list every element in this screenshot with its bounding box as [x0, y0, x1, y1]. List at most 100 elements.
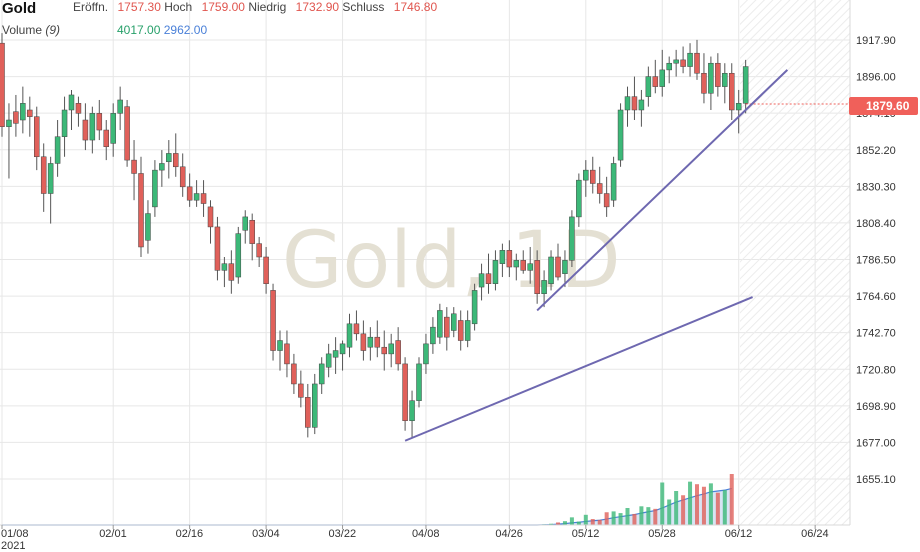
candle-body — [110, 113, 116, 144]
y-tick-label: 1917.90 — [856, 35, 896, 47]
candle-body — [388, 343, 394, 355]
volume-bar — [569, 517, 574, 525]
candle-body — [562, 260, 568, 274]
volume-bar — [722, 490, 727, 525]
candle-body — [40, 156, 47, 194]
volume-bar — [625, 508, 630, 525]
volume-bar — [674, 491, 679, 525]
candle-body — [152, 169, 158, 208]
candle-body — [27, 109, 33, 117]
candle-body — [291, 363, 297, 385]
candle-body — [34, 116, 40, 158]
candle-body — [312, 383, 318, 428]
trendline[interactable] — [404, 296, 753, 442]
candle-body — [423, 343, 429, 365]
candle-body — [541, 280, 547, 294]
candle-body — [277, 340, 283, 351]
candle-body — [395, 340, 401, 365]
x-tick-label: 06/24 — [801, 528, 829, 540]
candle-body — [499, 250, 506, 264]
candle-body — [103, 129, 109, 147]
close-value: 1746.80 — [393, 0, 438, 14]
candle-body — [659, 69, 665, 87]
candle-body — [367, 336, 374, 348]
volume-value: 4017.00 — [117, 23, 161, 37]
candle-body — [555, 256, 561, 278]
candle-body — [270, 290, 276, 351]
last-price-marker: 1879.60 — [849, 97, 918, 115]
x-tick-label: 06/12 — [725, 528, 753, 540]
x-tick-label: 05/12 — [572, 528, 600, 540]
candle-body — [548, 256, 554, 284]
candle-body — [708, 62, 714, 94]
candle-body — [353, 323, 360, 335]
volume-bar — [688, 481, 693, 525]
symbol-name: Gold — [2, 0, 37, 17]
candle-body — [590, 169, 596, 184]
y-tick-label: 1786.50 — [856, 255, 896, 267]
legend-ohlc: Eröffn. 1757.30 Hoch 1759.00 Niedrig 173… — [73, 0, 437, 15]
x-tick-label: 04/26 — [495, 528, 523, 540]
candle-body — [214, 226, 221, 271]
last-price-badge — [849, 97, 918, 115]
volume-bar — [583, 514, 588, 525]
y-tick-label: 1677.00 — [856, 437, 896, 449]
candle-body — [645, 76, 652, 97]
candle-body — [576, 179, 582, 218]
candle-body — [179, 166, 186, 188]
y-tick-label: 1742.70 — [856, 328, 896, 340]
candle-body — [722, 72, 728, 87]
candle-body — [207, 206, 214, 228]
volume-label: Volume — [2, 23, 43, 37]
open-label: Eröffn. — [73, 0, 109, 14]
candle-body — [242, 216, 248, 231]
candle-body — [451, 313, 457, 331]
candle-body — [298, 383, 304, 398]
trendlines[interactable] — [404, 69, 789, 442]
candle-body — [89, 113, 96, 141]
candle-body — [68, 94, 75, 111]
y-tick-label: 1698.90 — [856, 401, 896, 413]
low-label: Niedrig — [248, 0, 287, 14]
candle-body — [6, 119, 12, 127]
candle-body — [416, 363, 422, 401]
candle-body — [617, 109, 624, 161]
volume-bar — [611, 511, 616, 525]
candle-body — [75, 103, 82, 114]
volume-bar — [667, 499, 672, 525]
volume-bar — [681, 495, 686, 525]
candle-body — [596, 183, 603, 194]
x-tick-label: 01/08 — [1, 528, 29, 540]
volume-bar — [701, 486, 706, 525]
y-tick-label: 1720.80 — [856, 364, 896, 376]
candle-body — [638, 99, 645, 111]
candle-body — [534, 260, 540, 294]
trendline[interactable] — [536, 69, 789, 312]
candle-body — [430, 326, 436, 345]
candle-body — [687, 52, 693, 67]
candle-body — [13, 111, 19, 124]
volume-ma-value: 2962.00 — [163, 23, 208, 37]
candle-body — [235, 233, 242, 278]
low-value: 1732.90 — [295, 0, 340, 14]
candle-body — [652, 76, 659, 87]
candle-body — [145, 213, 151, 241]
candle-body — [583, 169, 589, 181]
candle-body — [0, 42, 5, 127]
y-tick-label: 1852.20 — [856, 145, 896, 157]
candle-body — [520, 260, 526, 271]
candle-body — [673, 59, 679, 64]
candle-body — [228, 263, 235, 281]
candle-body — [610, 163, 617, 201]
y-tick-label: 1655.10 — [856, 474, 896, 486]
candle-body — [437, 310, 443, 338]
candle-body — [166, 153, 172, 163]
volume-bar — [597, 519, 602, 525]
legend-row-price: Gold — [2, 1, 36, 17]
candle-body — [186, 186, 193, 201]
candle-body — [603, 193, 610, 208]
volume-bar — [562, 521, 567, 525]
candle-body — [666, 62, 672, 71]
y-tick-label: 1764.60 — [856, 291, 896, 303]
